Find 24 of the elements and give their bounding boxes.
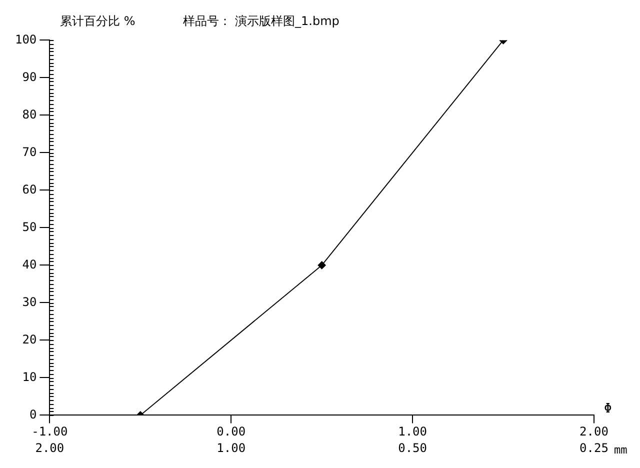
- y-tick-label: 50: [22, 220, 37, 234]
- y-tick-label: 30: [22, 294, 37, 309]
- x2-tick-label: 1.00: [216, 440, 246, 455]
- y-tick-label: 20: [22, 332, 37, 346]
- x2-axis-title: mm: [614, 444, 628, 457]
- y-tick-label: 90: [22, 70, 37, 84]
- y-tick-label: 0: [29, 407, 37, 422]
- y-tick-label: 80: [22, 107, 37, 122]
- x2-tick-label: 0.25: [580, 440, 608, 455]
- x-tick-label: -1.00: [32, 424, 68, 439]
- y-tick-label: 100: [14, 32, 37, 46]
- y-axis-title: 累计百分比 %: [60, 13, 136, 30]
- x-tick-label: 0.00: [216, 424, 246, 439]
- x-axis-title: Φ: [604, 402, 612, 417]
- x2-tick-label: 0.50: [398, 440, 428, 455]
- point: [318, 261, 326, 270]
- y-tick-label: 40: [22, 257, 37, 272]
- chart-title: 样品号： 演示版样图_1.bmp: [183, 13, 340, 30]
- y-tick-label: 10: [22, 370, 37, 384]
- y-tick-label: 70: [22, 144, 37, 159]
- y-tick-label: 60: [22, 182, 37, 196]
- x2-tick-label: 2.00: [35, 440, 64, 455]
- x-tick-label: 2.00: [580, 424, 608, 439]
- x-tick-label: 1.00: [398, 424, 428, 439]
